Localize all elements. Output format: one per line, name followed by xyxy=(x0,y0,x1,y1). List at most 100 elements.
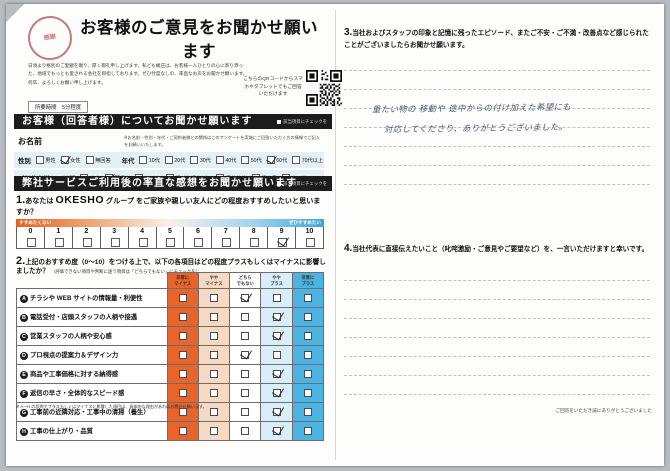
matrix-cell[interactable] xyxy=(197,326,231,346)
matrix-cell[interactable] xyxy=(229,326,262,346)
checkbox-icon[interactable] xyxy=(164,156,173,164)
checkbox-icon[interactable] xyxy=(60,156,69,164)
checkbox-icon[interactable] xyxy=(85,156,94,164)
checkbox-icon[interactable] xyxy=(241,369,250,378)
matrix-cell[interactable] xyxy=(229,288,262,308)
matrix-cell[interactable] xyxy=(166,383,199,403)
matrix-cell[interactable] xyxy=(260,364,293,384)
checkbox-icon[interactable] xyxy=(306,238,316,247)
checkbox-icon[interactable] xyxy=(303,350,312,359)
nps-cell[interactable]: 10 xyxy=(296,227,323,248)
age-option[interactable]: 70代以上 xyxy=(292,156,323,164)
answer-line[interactable] xyxy=(344,300,650,319)
nps-cell[interactable]: 9 xyxy=(268,227,297,248)
answer-line[interactable] xyxy=(344,52,650,71)
checkbox-icon[interactable] xyxy=(194,238,204,247)
checkbox-icon[interactable] xyxy=(272,407,281,416)
checkbox-icon[interactable] xyxy=(272,312,281,321)
matrix-cell[interactable] xyxy=(229,364,262,384)
age-option[interactable]: 10代 xyxy=(139,156,160,164)
checkbox-icon[interactable] xyxy=(303,331,312,340)
answer-line[interactable] xyxy=(344,338,650,357)
checkbox-icon[interactable] xyxy=(209,388,218,397)
checkbox-icon[interactable] xyxy=(82,238,92,247)
matrix-cell[interactable] xyxy=(260,307,293,327)
checkbox-icon[interactable] xyxy=(139,156,148,164)
checkbox-icon[interactable] xyxy=(303,369,312,378)
age-option[interactable]: 50代 xyxy=(241,156,262,164)
age-option[interactable]: 30代 xyxy=(190,156,211,164)
checkbox-icon[interactable] xyxy=(241,331,250,340)
age-option[interactable]: 20代 xyxy=(164,156,185,164)
checkbox-icon[interactable] xyxy=(241,156,250,164)
matrix-cell[interactable] xyxy=(291,288,325,308)
checkbox-icon[interactable] xyxy=(209,350,218,359)
checkbox-icon[interactable] xyxy=(303,293,312,302)
checkbox-icon[interactable] xyxy=(26,238,36,247)
answer-line[interactable] xyxy=(344,147,650,166)
checkbox-icon[interactable] xyxy=(272,369,281,378)
checkbox-icon[interactable] xyxy=(166,238,176,247)
matrix-cell[interactable] xyxy=(291,326,325,346)
qr-code-icon[interactable] xyxy=(306,70,342,106)
nps-cell[interactable]: 3 xyxy=(101,227,129,248)
checkbox-icon[interactable] xyxy=(241,312,250,321)
answer-line[interactable] xyxy=(344,357,650,376)
matrix-cell[interactable] xyxy=(291,402,325,422)
nps-cell[interactable]: 5 xyxy=(157,227,185,248)
question-4-answer-area[interactable] xyxy=(344,262,650,395)
matrix-cell[interactable] xyxy=(291,421,325,441)
checkbox-icon[interactable] xyxy=(178,369,187,378)
answer-line[interactable] xyxy=(344,262,650,281)
nps-cell[interactable]: 6 xyxy=(184,227,213,248)
matrix-cell[interactable] xyxy=(229,307,262,327)
rating-matrix[interactable]: 非常に マイナス やや マイナス どちら でもない やや プラス 非常に プラス A チラシや WE… xyxy=(16,272,325,441)
matrix-cell[interactable] xyxy=(260,383,293,403)
checkbox-icon[interactable] xyxy=(241,407,250,416)
checkbox-icon[interactable] xyxy=(303,388,312,397)
nps-cell[interactable]: 2 xyxy=(73,227,101,248)
checkbox-icon[interactable] xyxy=(272,350,281,359)
nps-cell[interactable]: 7 xyxy=(212,227,241,248)
nps-cell[interactable]: 0 xyxy=(17,227,45,248)
matrix-cell[interactable] xyxy=(197,288,231,308)
nps-cell[interactable]: 8 xyxy=(240,227,269,248)
checkbox-icon[interactable] xyxy=(241,350,250,359)
checkbox-icon[interactable] xyxy=(303,426,312,435)
answer-line[interactable] xyxy=(344,109,650,128)
checkbox-icon[interactable] xyxy=(178,293,187,302)
question-3-answer-area[interactable]: 重たい物の 移動や 途中からの付け加えた希望にも 対応してくださり、ありがとうご… xyxy=(344,52,650,185)
nps-cell[interactable]: 1 xyxy=(45,227,73,248)
matrix-cell[interactable] xyxy=(166,307,199,327)
checkbox-icon[interactable] xyxy=(250,238,260,247)
gender-option[interactable]: 男性 xyxy=(35,156,56,164)
age-option[interactable]: 40代 xyxy=(215,156,236,164)
matrix-cell[interactable] xyxy=(229,421,262,441)
checkbox-icon[interactable] xyxy=(209,312,218,321)
matrix-cell[interactable] xyxy=(166,326,199,346)
matrix-cell[interactable] xyxy=(291,307,325,327)
checkbox-icon[interactable] xyxy=(110,238,120,247)
checkbox-icon[interactable] xyxy=(178,312,187,321)
matrix-cell[interactable] xyxy=(166,345,199,365)
checkbox-icon[interactable] xyxy=(241,426,250,435)
checkbox-icon[interactable] xyxy=(138,238,148,247)
nps-scale[interactable]: 0 1 2 3 4 5 6 7 8 9 10 xyxy=(16,227,324,249)
answer-line[interactable] xyxy=(344,376,650,395)
answer-line[interactable] xyxy=(344,281,650,300)
checkbox-icon[interactable] xyxy=(190,156,199,164)
matrix-cell[interactable] xyxy=(260,345,293,365)
checkbox-icon[interactable] xyxy=(241,293,250,302)
age-option[interactable]: 60代 xyxy=(266,156,287,164)
gender-option[interactable]: 女性 xyxy=(60,156,81,164)
checkbox-icon[interactable] xyxy=(209,369,218,378)
answer-line[interactable] xyxy=(344,128,650,147)
matrix-cell[interactable] xyxy=(229,402,262,422)
checkbox-icon[interactable] xyxy=(272,388,281,397)
checkbox-icon[interactable] xyxy=(178,331,187,340)
checkbox-icon[interactable] xyxy=(209,426,218,435)
matrix-cell[interactable] xyxy=(260,326,293,346)
matrix-cell[interactable] xyxy=(197,345,231,365)
matrix-cell[interactable] xyxy=(197,421,231,441)
checkbox-icon[interactable] xyxy=(222,238,232,247)
